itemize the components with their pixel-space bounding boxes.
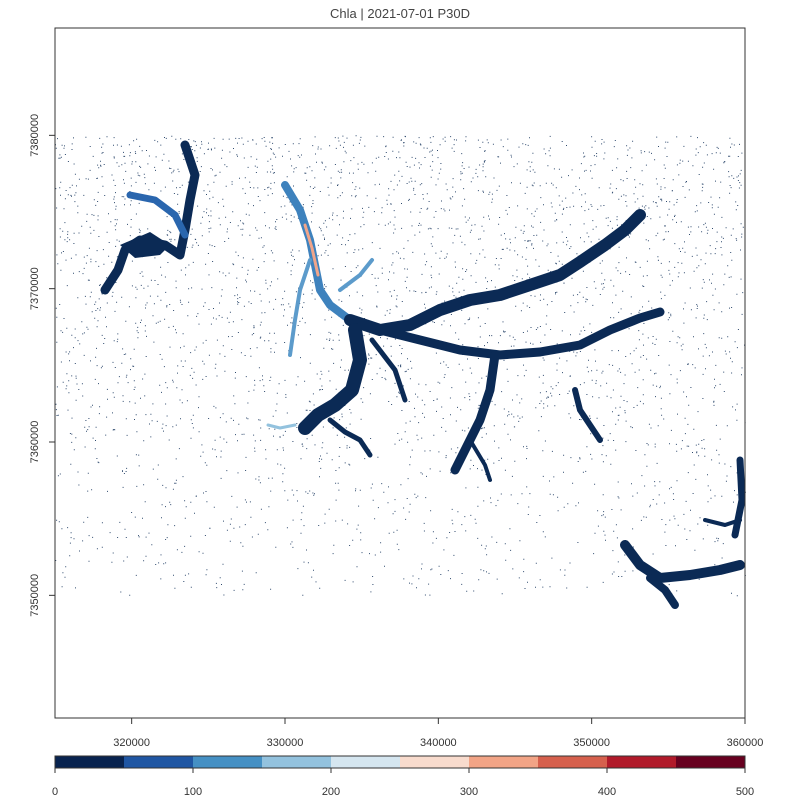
colorbar-swatches: [55, 756, 745, 768]
colorbar-label: 200: [322, 786, 340, 798]
colorbar-label: 400: [598, 786, 616, 798]
colorbar-label: 500: [736, 786, 754, 798]
colorbar-swatch: [193, 756, 262, 768]
colorbar-label: 100: [184, 786, 202, 798]
colorbar-swatch: [55, 756, 124, 768]
colorbar-labels: 0 100 200 300 400 500: [52, 768, 754, 798]
colorbar-swatch: [262, 756, 331, 768]
colorbar-swatch: [124, 756, 193, 768]
colorbar-swatch: [538, 756, 607, 768]
colorbar-label: 300: [460, 786, 478, 798]
colorbar-label: 0: [52, 786, 58, 798]
colorbar-swatch: [469, 756, 538, 768]
colorbar-swatch: [400, 756, 469, 768]
colorbar-swatch: [607, 756, 676, 768]
colorbar-swatch: [676, 756, 745, 768]
colorbar-swatch: [331, 756, 400, 768]
